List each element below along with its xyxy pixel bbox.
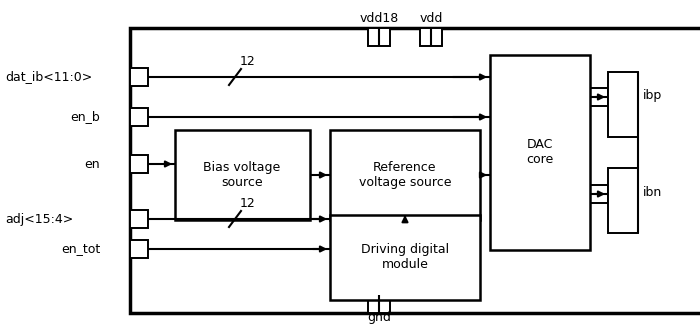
Text: vdd18: vdd18 [359,11,398,24]
Bar [330,130,480,220]
Bar [590,88,608,106]
Text: 12: 12 [240,55,256,68]
Bar [368,295,390,313]
Bar [130,240,148,258]
Text: en_tot: en_tot [61,243,100,256]
Text: en_b: en_b [70,111,100,124]
Bar [608,72,638,137]
Bar [330,215,480,300]
Bar [130,210,148,228]
Bar [608,168,638,233]
Text: vdd: vdd [419,11,442,24]
Text: dat_ib<11:0>: dat_ib<11:0> [5,70,92,83]
Text: gnd: gnd [367,312,391,324]
Text: ibp: ibp [643,90,662,102]
Text: DAC
core: DAC core [526,138,554,166]
Bar [590,185,608,203]
Text: adj<15:4>: adj<15:4> [5,213,74,226]
Bar [130,155,148,173]
Bar [175,130,310,220]
Bar [130,28,700,313]
Bar [490,55,590,250]
Text: 12: 12 [240,197,256,210]
Text: Bias voltage
source: Bias voltage source [204,161,281,189]
Bar [130,108,148,126]
Text: en: en [85,157,100,170]
Text: Reference
voltage source: Reference voltage source [358,161,452,189]
Text: Driving digital
module: Driving digital module [361,243,449,271]
Bar [420,28,442,46]
Bar [130,68,148,86]
Text: ibn: ibn [643,186,662,200]
Bar [368,28,390,46]
